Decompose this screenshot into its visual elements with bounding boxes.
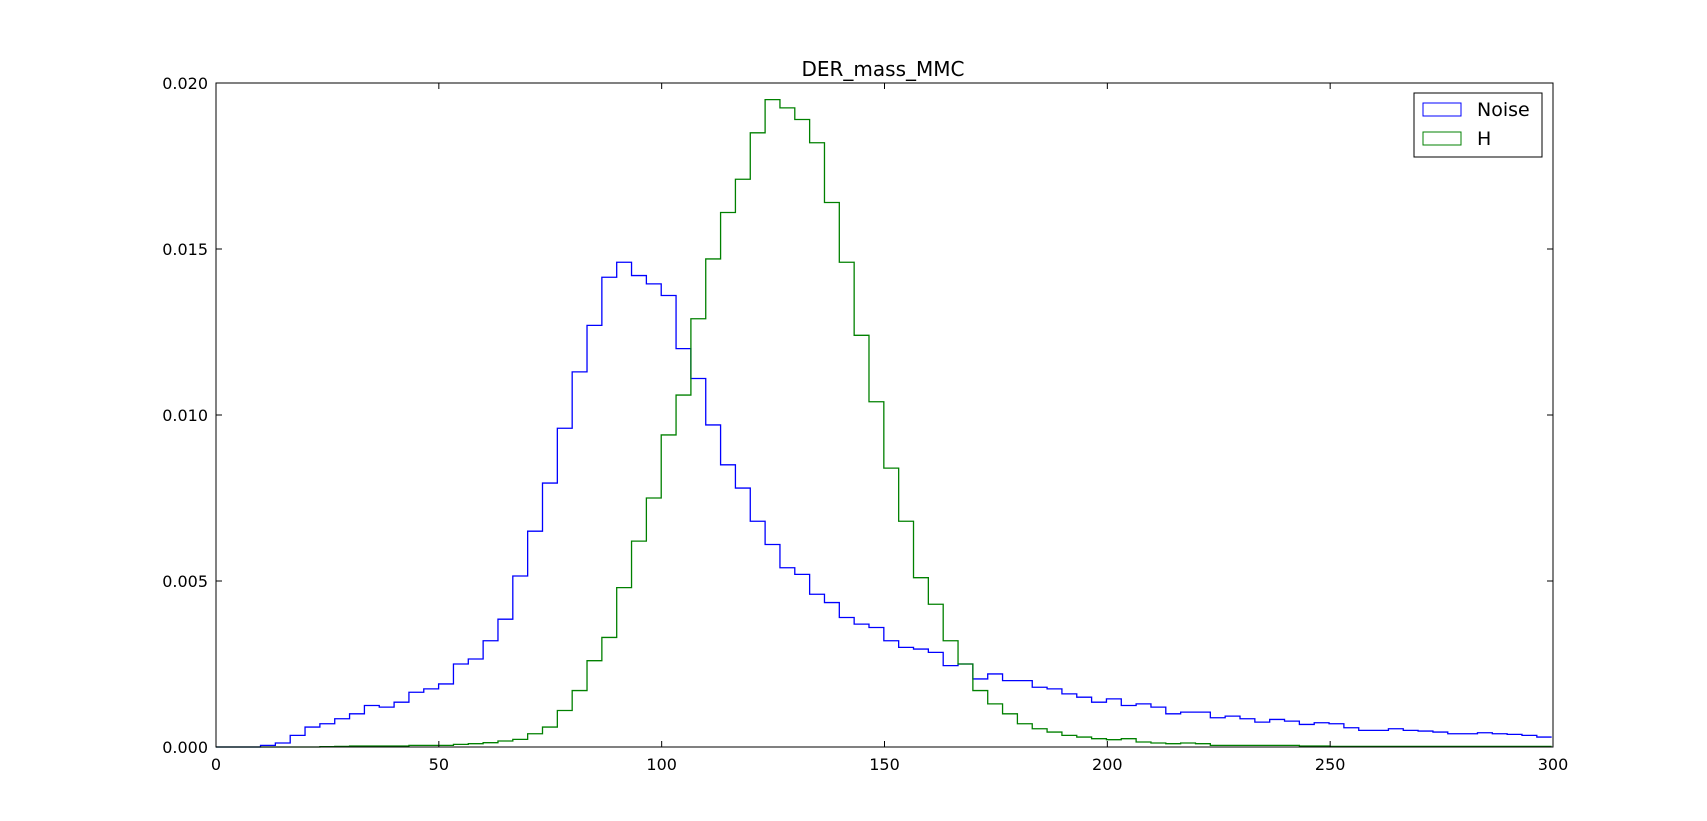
- x-tick-label: 100: [646, 755, 677, 774]
- x-tick-label: 150: [869, 755, 900, 774]
- y-tick-label: 0.000: [162, 738, 208, 757]
- series-line-h: [216, 98, 1552, 748]
- y-tick-label: 0.015: [162, 240, 208, 259]
- legend-swatch-noise: [1422, 102, 1462, 117]
- legend-box: [1413, 92, 1543, 158]
- series-layer: [216, 98, 1552, 748]
- y-tick-label: 0.010: [162, 406, 208, 425]
- x-tick-label: 0: [211, 755, 221, 774]
- legend: Noise H: [1413, 92, 1543, 158]
- y-tick-label: 0.020: [162, 74, 208, 93]
- ticks-layer: 0 50 100 150 200 250 300 0.000 0.005 0.010 0.015 0.…: [162, 74, 1568, 774]
- x-tick-label: 250: [1315, 755, 1346, 774]
- legend-swatch-h: [1422, 131, 1462, 146]
- series-line-noise: [216, 261, 1552, 748]
- legend-label-h: H: [1477, 128, 1491, 150]
- x-tick-label: 200: [1092, 755, 1123, 774]
- legend-label-noise: Noise: [1477, 99, 1530, 121]
- x-tick-label: 50: [429, 755, 449, 774]
- x-tick-label: 300: [1538, 755, 1569, 774]
- chart-title: DER_mass_MMC: [802, 57, 965, 81]
- y-tick-label: 0.005: [162, 572, 208, 591]
